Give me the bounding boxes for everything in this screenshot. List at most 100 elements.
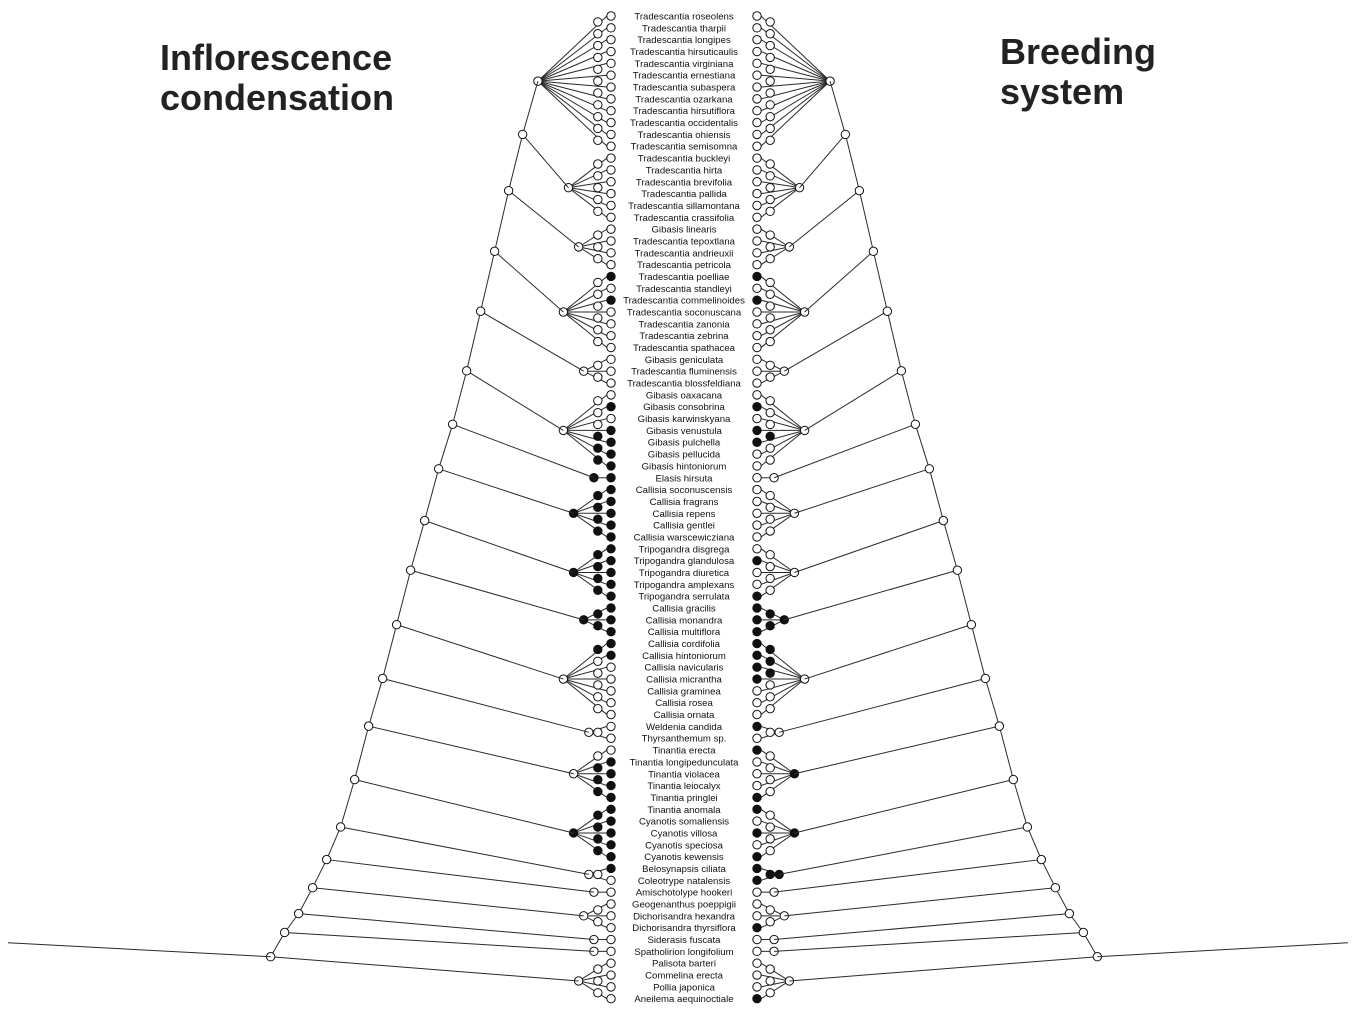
left-branch <box>537 74 608 82</box>
right-tip-state <box>752 437 762 447</box>
left-internal-node <box>593 964 603 974</box>
taxon-label: Tradescantia spathacea <box>633 343 736 354</box>
right-internal-node <box>765 822 775 832</box>
taxon-label: Callisia multiflora <box>648 627 721 638</box>
right-tip-state <box>752 449 762 459</box>
left-tip-state <box>606 544 616 554</box>
right-branch <box>760 80 831 147</box>
left-backbone-branch <box>396 570 412 625</box>
right-backbone-branch <box>804 624 972 680</box>
left-backbone-node <box>461 366 472 376</box>
left-backbone-node <box>405 565 416 575</box>
right-tip-state <box>752 188 762 199</box>
right-backbone-branch <box>886 311 902 371</box>
left-branch <box>573 512 608 526</box>
right-internal-node <box>765 17 775 27</box>
right-tip-state <box>752 757 762 767</box>
taxon-label: Gibasis pellucida <box>648 450 721 461</box>
left-tip-state <box>606 745 616 755</box>
taxon-label: Spatholirion longifolium <box>634 947 733 958</box>
right-backbone-branch <box>794 520 944 573</box>
left-backbone-node <box>433 464 444 474</box>
left-backbone-node <box>293 908 304 919</box>
left-internal-node <box>593 490 603 501</box>
left-backbone-node <box>279 927 290 938</box>
right-internal-node <box>765 123 775 134</box>
right-tip-state <box>752 23 762 33</box>
taxon-label: Tradescantia ohiensis <box>638 130 731 141</box>
left-tip-state <box>606 875 616 886</box>
taxon-label: Callisia rosea <box>655 698 713 709</box>
right-internal-node <box>765 242 775 252</box>
right-backbone-branch <box>858 190 874 252</box>
right-internal-node <box>765 88 775 98</box>
left-backbone-node <box>391 619 402 630</box>
taxon-label: Tinantia erecta <box>652 746 716 757</box>
right-backbone-node <box>1050 883 1061 893</box>
right-tip-state <box>752 662 762 672</box>
right-tip-state <box>752 579 762 590</box>
right-tip-state <box>752 319 762 329</box>
left-branch <box>578 246 608 266</box>
taxon-label: Tradescantia crassifolia <box>634 213 735 224</box>
right-branch <box>760 181 800 189</box>
right-internal-node <box>765 763 775 773</box>
right-tip-state <box>752 851 762 862</box>
right-backbone-branch <box>1012 779 1028 828</box>
taxon-label: Tradescantia longipes <box>637 35 731 46</box>
right-internal-node <box>765 727 775 738</box>
right-tip-state <box>752 532 762 542</box>
right-backbone-branch <box>872 251 888 312</box>
right-tip-state <box>752 307 762 317</box>
right-tip-state <box>752 106 762 116</box>
taxon-label: Gibasis oaxacana <box>646 390 723 401</box>
left-internal-node <box>593 869 603 880</box>
right-branch <box>760 962 790 982</box>
left-internal-node <box>593 396 603 406</box>
left-tip-state <box>606 946 616 957</box>
right-internal-node <box>765 644 775 655</box>
right-tip-state <box>752 413 762 424</box>
taxon-label: Tradescantia hirta <box>646 165 723 176</box>
right-backbone-branch <box>998 725 1014 780</box>
right-tip-state <box>752 484 762 495</box>
right-branch <box>760 761 795 775</box>
left-internal-node <box>593 123 603 134</box>
left-tip-state <box>606 319 616 329</box>
left-tip-state <box>606 378 616 388</box>
left-internal-node <box>593 550 603 560</box>
left-tip-state <box>606 484 616 495</box>
right-tip-state <box>752 804 762 814</box>
right-tip-state <box>752 283 762 294</box>
right-backbone-branch <box>804 370 902 431</box>
right-tip-state <box>752 271 762 282</box>
right-internal-node <box>765 135 775 146</box>
right-branch <box>760 773 795 798</box>
right-internal-node <box>765 301 775 311</box>
taxon-label: Callisia navicularis <box>645 663 724 674</box>
left-tip-state <box>606 165 616 175</box>
left-backbone-branch <box>424 520 574 573</box>
left-backbone-branch <box>354 725 370 780</box>
taxon-label: Callisia graminea <box>647 686 721 697</box>
left-internal-node <box>593 159 603 169</box>
left-backbone-branch <box>508 134 524 191</box>
left-internal-node <box>593 751 603 761</box>
left-tip-state <box>606 271 616 282</box>
right-tip-state <box>752 650 762 661</box>
left-internal-node <box>593 419 603 430</box>
right-tip-state <box>752 177 762 187</box>
taxon-label: Callisia ornata <box>654 710 715 721</box>
taxon-label: Tradescantia blossfeldiana <box>627 379 741 390</box>
left-backbone-branch <box>270 956 579 982</box>
left-internal-node <box>593 242 603 252</box>
left-internal-node <box>593 194 603 205</box>
left-internal-node <box>593 76 603 86</box>
right-backbone-node <box>938 515 949 526</box>
left-internal-node <box>593 976 603 986</box>
left-internal-node <box>593 846 603 856</box>
right-backbone-branch <box>1054 887 1070 914</box>
left-branch <box>573 761 608 775</box>
left-tip-state <box>606 863 616 874</box>
right-internal-node <box>765 490 775 501</box>
